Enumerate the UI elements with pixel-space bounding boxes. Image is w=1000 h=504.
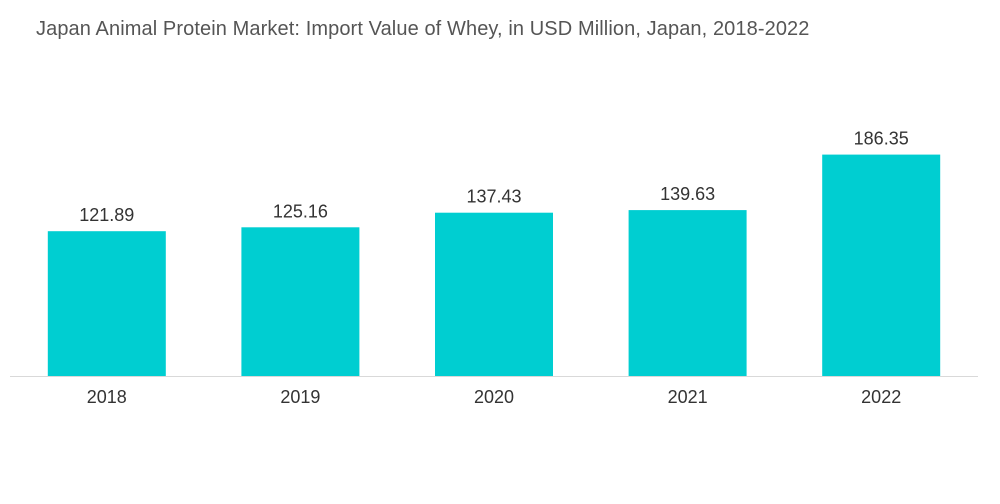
- x-tick-labels-group: 2018 2019 2020 2021 2022: [87, 387, 901, 407]
- chart-title: Japan Animal Protein Market: Import Valu…: [36, 18, 810, 40]
- x-tick-label-2021: 2021: [668, 387, 708, 407]
- value-labels-group: 121.89 125.16 137.43 139.63 186.35: [79, 129, 908, 226]
- x-tick-label-2020: 2020: [474, 387, 514, 407]
- bar-2019: [241, 227, 360, 376]
- x-tick-label-2019: 2019: [280, 387, 320, 407]
- value-label-2018: 121.89: [79, 205, 134, 225]
- value-label-2019: 125.16: [273, 201, 328, 221]
- x-tick-label-2018: 2018: [87, 387, 127, 407]
- bar-2022: [822, 154, 941, 376]
- value-label-2022: 186.35: [854, 129, 909, 149]
- bars-group: [47, 154, 941, 376]
- value-label-2021: 139.63: [660, 184, 715, 204]
- bar-2021: [628, 210, 747, 376]
- value-label-2020: 137.43: [466, 187, 521, 207]
- x-tick-label-2022: 2022: [861, 387, 901, 407]
- bar-2018: [47, 231, 166, 376]
- bar-2020: [435, 212, 553, 376]
